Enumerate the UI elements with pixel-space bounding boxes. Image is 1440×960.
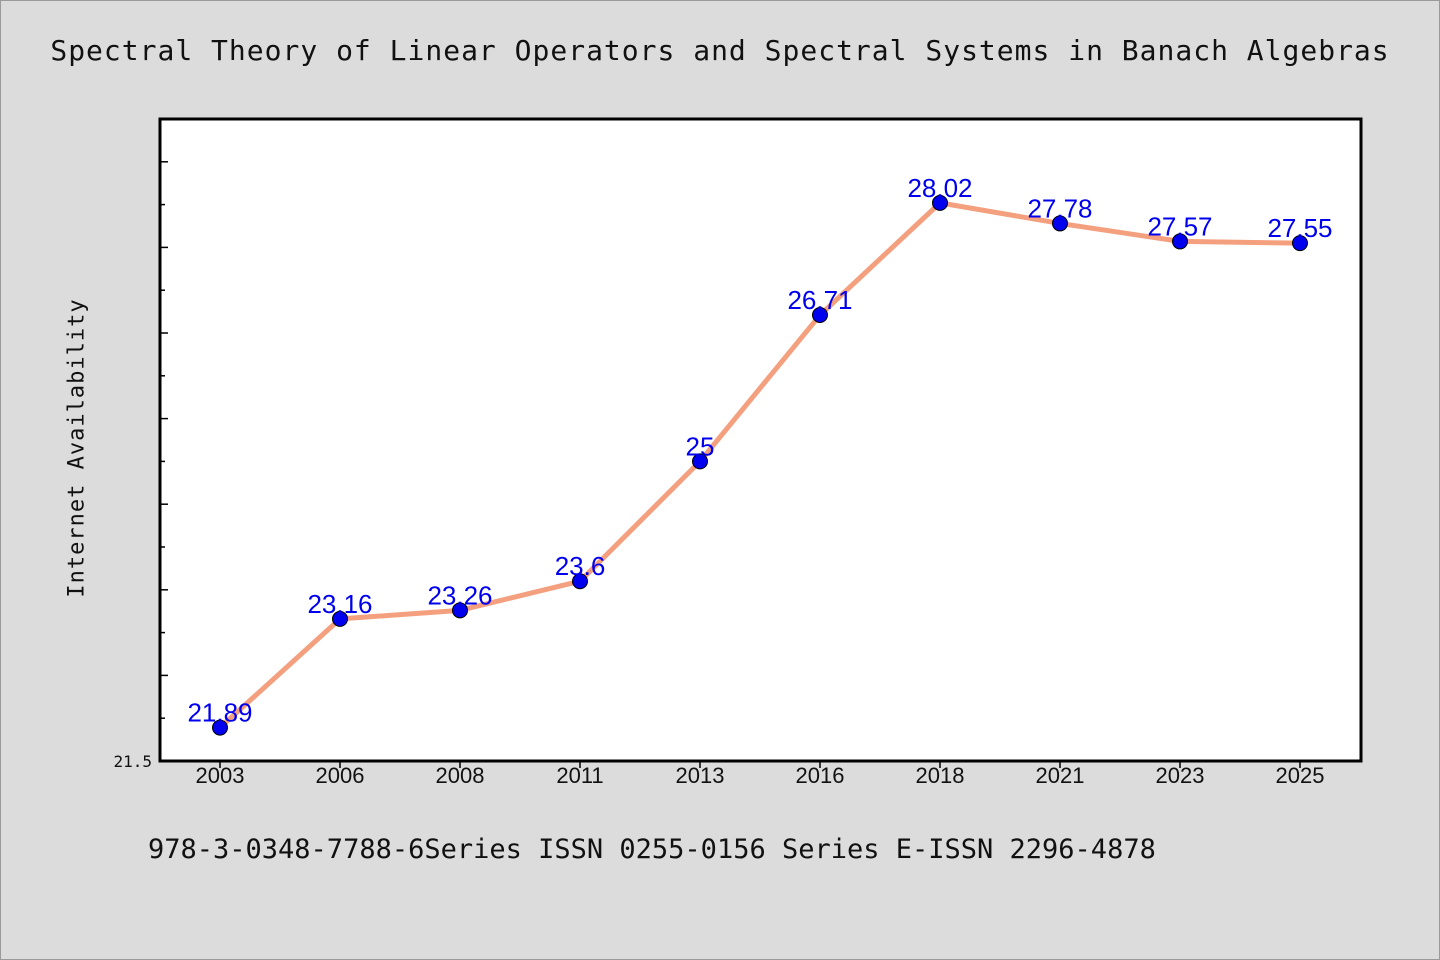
y-tick-label: 21.5: [113, 752, 152, 771]
x-tick-label: 2008: [436, 763, 485, 788]
x-axis-tick-labels: 2003 2006 2008 2011 2013 2016 2018 2021 2023 2025: [196, 763, 1325, 788]
data-point: [572, 573, 588, 590]
data-point: [332, 610, 348, 627]
data-label: 27.78: [1027, 193, 1092, 223]
data-label: 26.71: [787, 285, 852, 315]
y-axis-ticks: [160, 118, 1301, 768]
data-point: [452, 602, 468, 619]
x-tick-label: 2021: [1036, 763, 1085, 788]
x-tick-label: 2025: [1276, 763, 1325, 788]
x-tick-label: 2006: [316, 763, 365, 788]
x-tick-label: 2023: [1156, 763, 1205, 788]
data-point: [932, 194, 948, 211]
x-tick-label: 2011: [556, 763, 603, 788]
series-line: [217, 200, 1303, 731]
data-label: 23.26: [427, 580, 492, 610]
y-axis-tick-labels: 21.5: [113, 752, 152, 771]
x-tick-label: 2018: [916, 763, 965, 788]
x-tick-label: 2013: [676, 763, 725, 788]
x-tick-label: 2003: [196, 763, 245, 788]
data-label: 27.57: [1147, 211, 1212, 241]
data-point: [1052, 215, 1068, 232]
data-label: 25: [686, 431, 715, 461]
data-point: [692, 453, 708, 470]
footer-note: 978-3-0348-7788-6Series ISSN 0255-0156 S…: [148, 834, 1156, 865]
data-label: 21.89: [187, 698, 252, 728]
data-points: [212, 194, 1308, 736]
data-label: 28.02: [907, 173, 972, 203]
data-point: [1292, 235, 1308, 252]
plot-area: [158, 117, 1363, 763]
data-point: [1172, 233, 1188, 250]
data-point: [812, 307, 828, 324]
data-label: 23.6: [555, 551, 606, 581]
chart-title: Spectral Theory of Linear Operators and …: [50, 34, 1390, 67]
data-point: [212, 719, 228, 736]
data-labels: 21.89 23.16 23.26 23.6 25 26.71 28.02 27.78 27.5…: [187, 173, 1332, 728]
data-label: 27.55: [1267, 213, 1332, 243]
x-tick-label: 2016: [796, 763, 845, 788]
data-label: 23.16: [307, 589, 372, 619]
